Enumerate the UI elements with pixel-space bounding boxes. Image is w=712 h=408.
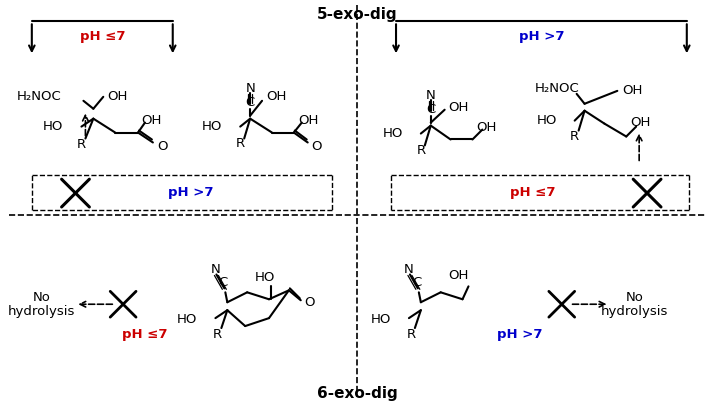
Text: HO: HO [43,120,63,133]
Text: N: N [245,82,255,95]
Text: C: C [219,276,228,289]
Text: OH: OH [449,101,469,114]
Text: 5-exo-dig: 5-exo-dig [317,7,397,22]
Text: H₂NOC: H₂NOC [17,90,62,103]
Text: N: N [404,263,414,276]
Text: O: O [312,140,322,153]
Text: R: R [213,328,222,341]
Text: O: O [305,296,315,309]
Text: O: O [157,140,167,153]
Text: R: R [570,130,580,143]
Text: HO: HO [382,127,403,140]
Text: N: N [426,89,436,102]
Text: pH ≤7: pH ≤7 [80,30,125,43]
Text: OH: OH [298,114,318,127]
Text: C: C [412,276,422,289]
Text: pH ≤7: pH ≤7 [122,328,168,341]
Text: HO: HO [177,313,197,326]
Text: hydrolysis: hydrolysis [8,305,75,318]
Text: C: C [426,103,435,116]
Text: HO: HO [371,313,391,326]
Text: N: N [211,263,220,276]
Text: 6-exo-dig: 6-exo-dig [317,386,398,401]
Text: OH: OH [622,84,643,98]
Text: OH: OH [476,121,497,134]
Text: R: R [77,138,86,151]
Text: C: C [246,96,255,109]
Text: OH: OH [266,90,286,103]
Text: pH >7: pH >7 [519,30,565,43]
Text: OH: OH [141,114,162,127]
Text: OH: OH [449,269,468,282]
Text: R: R [407,328,416,341]
Text: No: No [33,291,51,304]
Text: pH ≤7: pH ≤7 [511,186,555,199]
Text: HO: HO [255,271,276,284]
Text: pH >7: pH >7 [497,328,543,341]
Text: R: R [417,144,425,157]
Text: OH: OH [108,90,127,103]
Text: No: No [625,291,643,304]
Text: H₂NOC: H₂NOC [535,82,580,95]
Text: OH: OH [630,116,651,129]
Text: hydrolysis: hydrolysis [600,305,668,318]
Text: HO: HO [202,120,222,133]
Text: R: R [236,137,245,150]
Text: HO: HO [536,114,557,127]
Text: pH >7: pH >7 [168,186,214,199]
